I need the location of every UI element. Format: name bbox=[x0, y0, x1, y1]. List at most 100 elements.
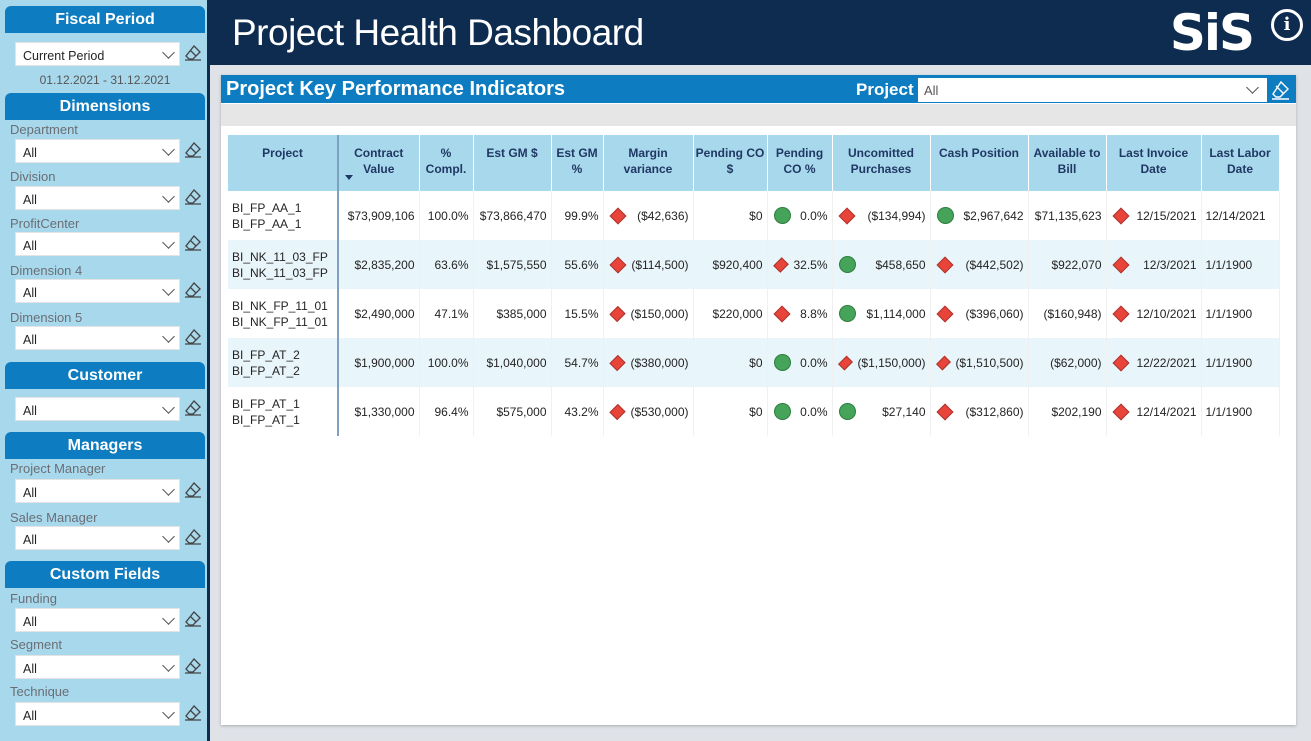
project-filter-dropdown[interactable]: All bbox=[918, 78, 1267, 102]
department-value: All bbox=[23, 146, 37, 160]
cash-position-value: ($396,060) bbox=[965, 306, 1024, 321]
col-header-margin-variance[interactable]: Margin variance bbox=[603, 135, 694, 191]
funding-dropdown[interactable]: All bbox=[15, 608, 180, 632]
cell-margin-variance: ($530,000) bbox=[603, 387, 694, 436]
cell-est-gm: $1,575,550 bbox=[473, 240, 552, 289]
fiscal-period-dropdown[interactable]: Current Period bbox=[15, 42, 180, 66]
cell-last-labor-date: 1/1/1900 bbox=[1201, 240, 1280, 289]
chevron-down-icon bbox=[162, 283, 175, 296]
col-header-last-invoice-date[interactable]: Last Invoice Date bbox=[1106, 135, 1202, 191]
red-diamond-indicator-icon bbox=[1112, 256, 1129, 273]
dimension-4-value: All bbox=[23, 286, 37, 300]
col-header-est-gm-pct[interactable]: Est GM % bbox=[551, 135, 604, 191]
col-header-pending-co[interactable]: Pending CO $ bbox=[693, 135, 768, 191]
eraser-icon[interactable] bbox=[184, 399, 202, 417]
eraser-icon[interactable] bbox=[184, 281, 202, 299]
kpi-panel: Project Key Performance Indicators Proje… bbox=[221, 75, 1296, 725]
cell-uncomitted-purchases: $27,140 bbox=[832, 387, 931, 436]
eraser-icon[interactable] bbox=[184, 481, 202, 499]
project-name: BI_FP_AT_1 bbox=[232, 412, 300, 427]
cell-pending-co-pct: 0.0% bbox=[767, 387, 833, 436]
cell-est-gm-pct: 99.9% bbox=[551, 191, 604, 240]
eraser-icon[interactable] bbox=[184, 657, 202, 675]
profitcenter-label: ProfitCenter bbox=[10, 216, 80, 231]
custom-fields-header: Custom Fields bbox=[5, 561, 205, 588]
eraser-icon[interactable] bbox=[184, 44, 202, 62]
cell-margin-variance: ($150,000) bbox=[603, 289, 694, 338]
red-diamond-indicator-icon bbox=[608, 305, 626, 322]
margin-variance-value: ($114,500) bbox=[631, 257, 689, 272]
table-row[interactable]: BI_FP_AT_2 BI_FP_AT_2 $1,900,000 100.0% $1,0… bbox=[228, 338, 1280, 387]
profitcenter-dropdown[interactable]: All bbox=[15, 232, 180, 256]
cell-pct-compl: 100.0% bbox=[419, 191, 474, 240]
project-name: BI_NK_FP_11_01 bbox=[232, 314, 328, 329]
red-diamond-indicator-icon bbox=[1112, 354, 1129, 371]
department-dropdown[interactable]: All bbox=[15, 139, 180, 163]
dimension-5-dropdown[interactable]: All bbox=[15, 326, 180, 350]
col-header-contract-value[interactable]: Contract Value bbox=[338, 135, 420, 191]
table-row[interactable]: BI_FP_AT_1 BI_FP_AT_1 $1,330,000 96.4% $575,… bbox=[228, 387, 1280, 436]
last-invoice-date-value: 12/14/2021 bbox=[1136, 404, 1197, 419]
division-dropdown[interactable]: All bbox=[15, 186, 180, 210]
project-code: BI_NK_11_03_FP bbox=[232, 249, 328, 264]
chevron-down-icon bbox=[162, 530, 175, 543]
table-row[interactable]: BI_FP_AA_1 BI_FP_AA_1 $73,909,106 100.0% $73… bbox=[228, 191, 1280, 240]
cell-contract-value: $2,835,200 bbox=[338, 240, 420, 289]
red-diamond-indicator-icon bbox=[838, 207, 855, 224]
col-header-available-to-bill[interactable]: Available to Bill bbox=[1028, 135, 1107, 191]
cell-est-gm-pct: 55.6% bbox=[551, 240, 604, 289]
segment-dropdown[interactable]: All bbox=[15, 655, 180, 679]
cell-pending-co: $920,400 bbox=[693, 240, 768, 289]
col-header-pct-compl[interactable]: % Compl. bbox=[419, 135, 474, 191]
customer-dropdown[interactable]: All bbox=[15, 397, 180, 421]
project-manager-dropdown[interactable]: All bbox=[15, 479, 180, 503]
eraser-icon[interactable] bbox=[184, 141, 202, 159]
sales-manager-dropdown[interactable]: All bbox=[15, 526, 180, 550]
eraser-icon[interactable] bbox=[1268, 78, 1292, 102]
cell-pct-compl: 63.6% bbox=[419, 240, 474, 289]
pending-co-pct-value: 0.0% bbox=[800, 404, 828, 419]
cell-contract-value: $1,330,000 bbox=[338, 387, 420, 436]
project-name: BI_FP_AT_2 bbox=[232, 363, 300, 378]
red-diamond-indicator-icon bbox=[1112, 207, 1129, 224]
technique-dropdown[interactable]: All bbox=[15, 702, 180, 726]
cell-pending-co-pct: 8.8% bbox=[767, 289, 833, 338]
cell-pct-compl: 47.1% bbox=[419, 289, 474, 338]
col-header-project[interactable]: Project bbox=[228, 135, 339, 191]
cell-est-gm: $575,000 bbox=[473, 387, 552, 436]
chevron-down-icon bbox=[162, 706, 175, 719]
eraser-icon[interactable] bbox=[184, 188, 202, 206]
green-circle-indicator-icon bbox=[773, 403, 791, 420]
margin-variance-value: ($380,000) bbox=[630, 355, 689, 370]
info-icon[interactable]: i bbox=[1271, 9, 1303, 41]
eraser-icon[interactable] bbox=[184, 610, 202, 628]
eraser-icon[interactable] bbox=[184, 234, 202, 252]
kpi-header: Project Key Performance Indicators Proje… bbox=[221, 75, 1296, 103]
cell-last-invoice-date: 12/14/2021 bbox=[1106, 387, 1202, 436]
chevron-down-icon bbox=[162, 143, 175, 156]
table-row[interactable]: BI_NK_11_03_FP BI_NK_11_03_FP $2,835,200 63… bbox=[228, 240, 1280, 289]
cell-last-invoice-date: 12/15/2021 bbox=[1106, 191, 1202, 240]
cell-available-to-bill: ($62,000) bbox=[1028, 338, 1107, 387]
eraser-icon[interactable] bbox=[184, 704, 202, 722]
eraser-icon[interactable] bbox=[184, 328, 202, 346]
table-row[interactable]: BI_NK_FP_11_01 BI_NK_FP_11_01 $2,490,000 47… bbox=[228, 289, 1280, 338]
dimension-4-dropdown[interactable]: All bbox=[15, 279, 180, 303]
cell-est-gm-pct: 54.7% bbox=[551, 338, 604, 387]
eraser-icon[interactable] bbox=[184, 528, 202, 546]
dimension-4-label: Dimension 4 bbox=[10, 263, 83, 278]
col-header-est-gm[interactable]: Est GM $ bbox=[473, 135, 552, 191]
cell-project: BI_NK_11_03_FP BI_NK_11_03_FP bbox=[228, 240, 339, 289]
cell-pending-co: $0 bbox=[693, 191, 768, 240]
cell-cash-position: ($312,860) bbox=[930, 387, 1029, 436]
col-header-last-labor-date[interactable]: Last Labor Date bbox=[1201, 135, 1280, 191]
cell-project: BI_FP_AT_2 BI_FP_AT_2 bbox=[228, 338, 339, 387]
segment-label: Segment bbox=[10, 637, 63, 652]
chevron-down-icon bbox=[162, 330, 175, 343]
col-header-cash-position[interactable]: Cash Position bbox=[930, 135, 1029, 191]
filter-sidebar: Fiscal Period Current Period 01.12.2021 … bbox=[0, 0, 210, 741]
col-header-uncomitted-purchases[interactable]: Uncomitted Purchases bbox=[832, 135, 931, 191]
col-header-pending-co-pct[interactable]: Pending CO % bbox=[767, 135, 833, 191]
chevron-down-icon bbox=[162, 46, 175, 59]
cell-last-invoice-date: 12/22/2021 bbox=[1106, 338, 1202, 387]
